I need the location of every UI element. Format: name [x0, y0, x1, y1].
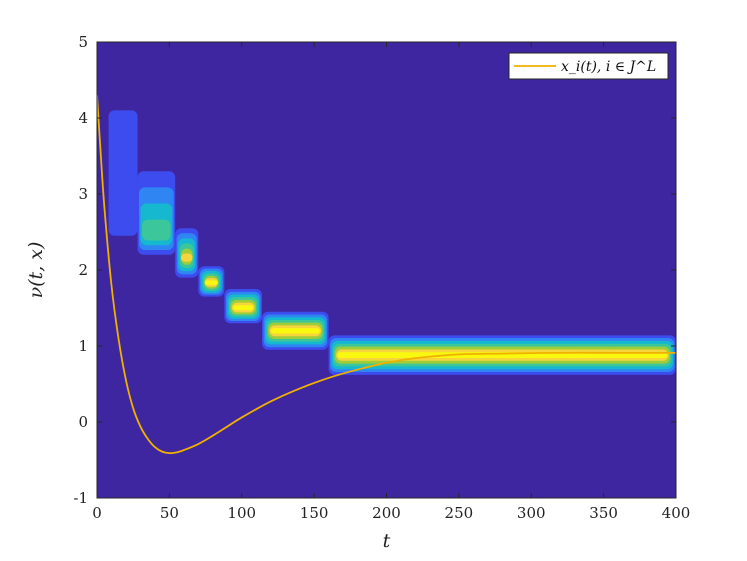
x-tick-label: 200	[372, 504, 401, 522]
density-segment-5	[262, 311, 329, 350]
density-level-7	[204, 280, 218, 285]
x-axis: 0 50 100 150 200 250 300 350 400	[92, 42, 690, 522]
y-tick-label: 1	[78, 337, 88, 355]
x-tick-label: 300	[517, 504, 546, 522]
y-axis: -1 0 1 2 3 4 5	[73, 33, 676, 507]
density-level-7	[337, 352, 667, 358]
trajectory-line-0	[97, 95, 676, 455]
x-tick-label: 0	[92, 504, 102, 522]
density-segment-4	[224, 289, 263, 324]
x-tick-label: 50	[160, 504, 179, 522]
density-level-1	[108, 110, 138, 236]
density-level-7	[233, 305, 254, 311]
density-contours	[108, 110, 676, 375]
density-segment-0	[108, 110, 138, 236]
density-segment-1	[137, 171, 176, 255]
x-tick-label: 150	[300, 504, 329, 522]
x-tick-label: 100	[227, 504, 256, 522]
density-level-4	[142, 219, 171, 241]
y-axis-label: ν(t, x)	[25, 242, 47, 299]
legend-label: x_i(t), i ∈ J^L	[561, 59, 656, 75]
y-tick-label: 3	[78, 185, 88, 203]
y-tick-label: 0	[78, 413, 88, 431]
y-tick-label: -1	[73, 489, 88, 507]
density-segment-2	[175, 228, 199, 278]
y-tick-label: 4	[78, 109, 88, 127]
trajectory-lines	[97, 95, 676, 455]
y-tick-label: 2	[78, 261, 88, 279]
y-tick-label: 5	[78, 33, 88, 51]
x-tick-label: 400	[662, 504, 691, 522]
legend: x_i(t), i ∈ J^L	[508, 52, 669, 80]
density-level-7	[271, 328, 320, 334]
density-level-6	[180, 253, 193, 262]
x-tick-label: 350	[589, 504, 618, 522]
density-segment-3	[198, 266, 225, 297]
x-axis-label: t	[383, 530, 391, 552]
x-tick-label: 250	[445, 504, 474, 522]
density-segment-6	[328, 335, 676, 375]
